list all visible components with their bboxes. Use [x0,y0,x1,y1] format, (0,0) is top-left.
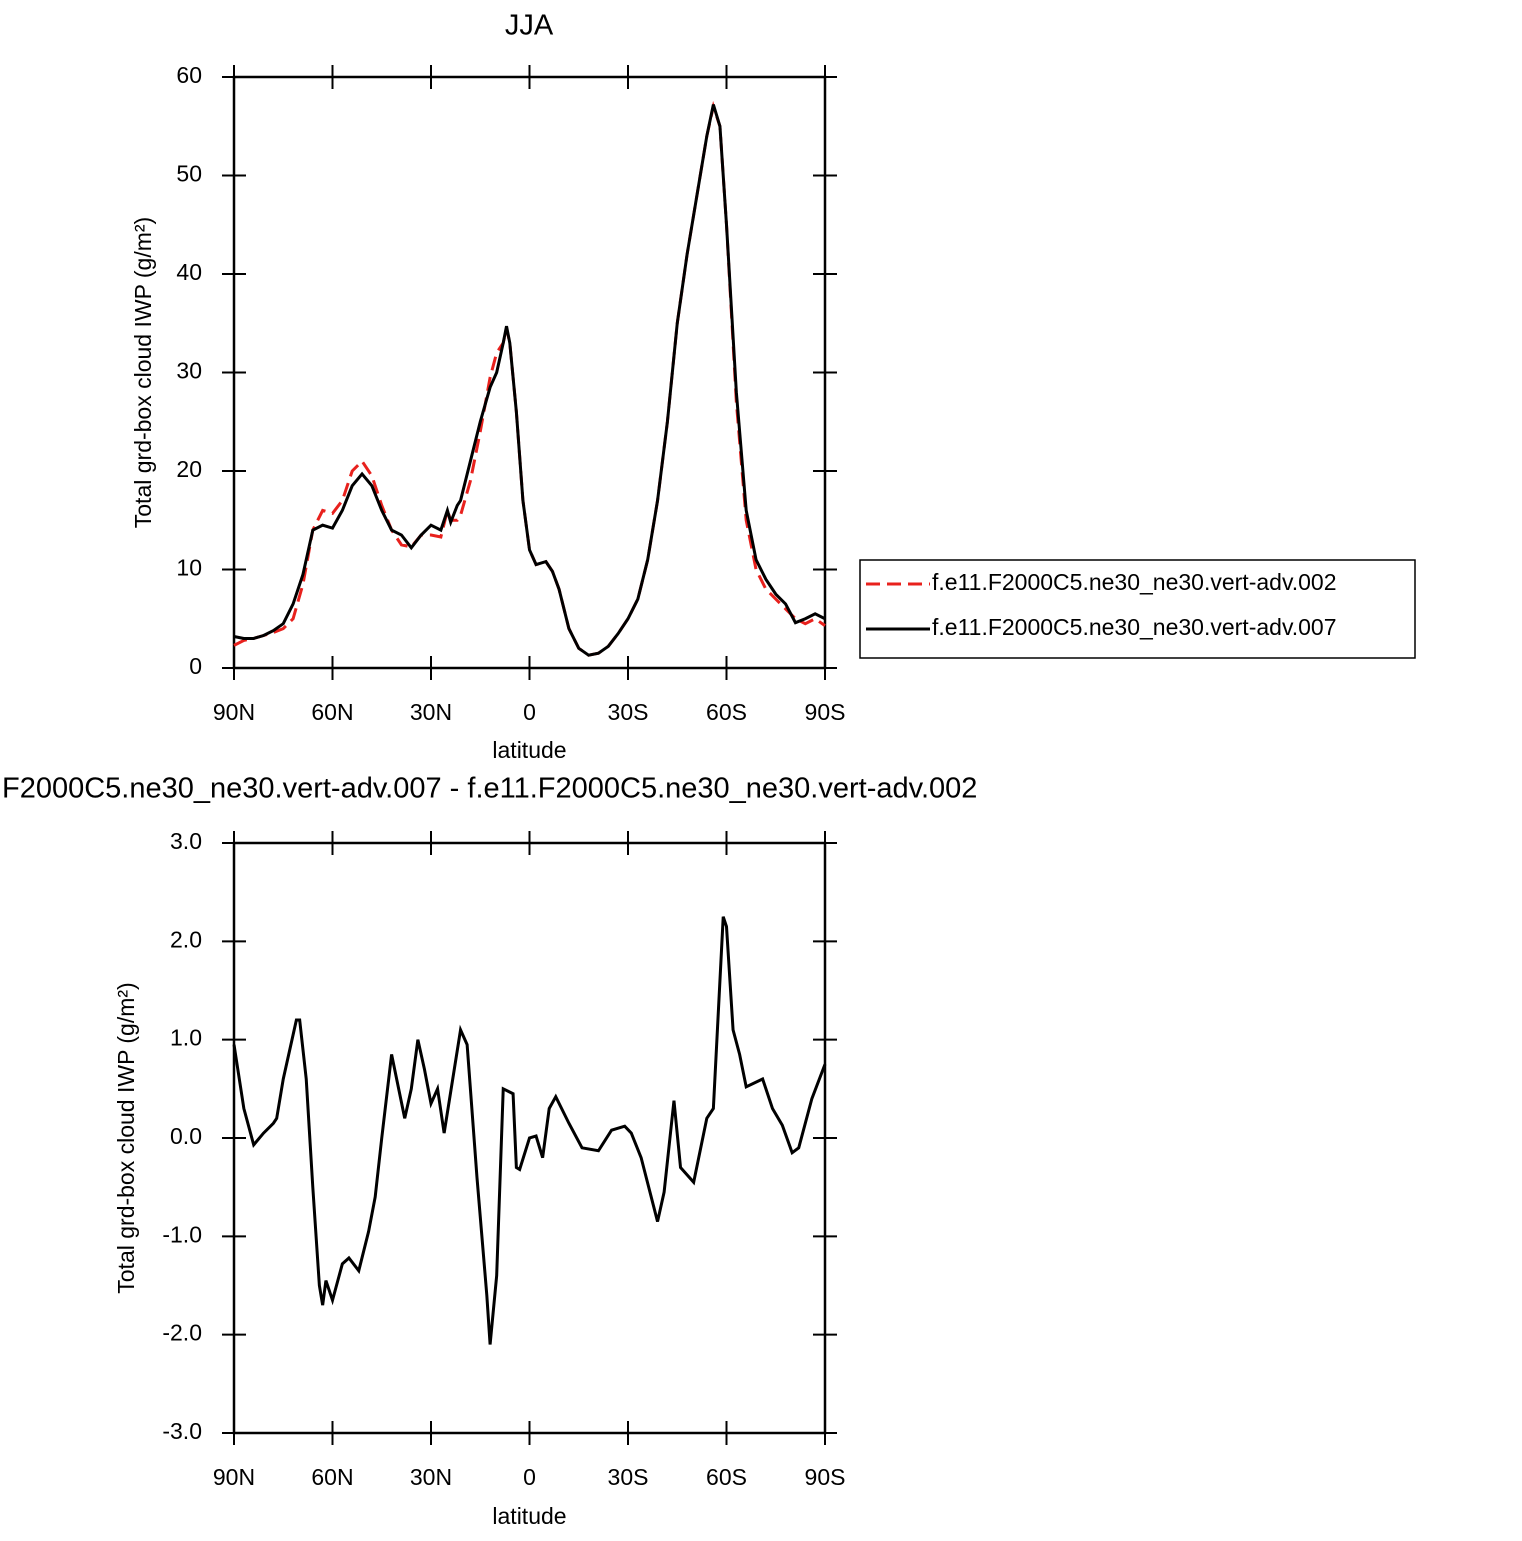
y-tick-label: 1.0 [170,1025,202,1051]
legend-label: f.e11.F2000C5.ne30_ne30.vert-adv.002 [932,569,1337,595]
y-tick-label: 40 [176,259,202,285]
y-tick-label: 50 [176,161,202,187]
x-tick-label: 30N [410,699,452,725]
x-tick-label: 30N [410,1464,452,1490]
legend-label: f.e11.F2000C5.ne30_ne30.vert-adv.007 [932,614,1337,640]
plot-frame [232,841,827,1435]
chart-title: JJA [505,10,554,42]
x-tick-label: 0 [523,1464,536,1490]
x-tick-label: 90S [805,1464,846,1490]
y-tick-label: 3.0 [170,828,202,854]
x-tick-label: 30S [608,1464,649,1490]
x-tick-label: 60N [311,699,353,725]
x-tick-label: 90N [213,699,255,725]
x-axis-title: latitude [492,1503,566,1529]
x-tick-label: 90N [213,1464,255,1490]
x-tick-label: 0 [523,699,536,725]
data-line [233,104,826,657]
x-tick-label: 60S [706,1464,747,1490]
y-tick-label: 60 [176,62,202,88]
y-tick-label: 20 [176,456,202,482]
y-axis-title: Total grd-box cloud IWP (g/m²) [130,217,156,528]
y-tick-label: 0.0 [170,1123,202,1149]
x-tick-label: 30S [608,699,649,725]
y-tick-label: 0 [189,653,202,679]
y-tick-label: -3.0 [162,1418,202,1444]
x-tick-label: 60N [311,1464,353,1490]
x-tick-label: 90S [805,699,846,725]
y-axis-title: Total grd-box cloud IWP (g/m²) [113,982,139,1293]
x-tick-label: 60S [706,699,747,725]
y-tick-label: 30 [176,358,202,384]
y-tick-label: -1.0 [162,1221,202,1247]
y-tick-label: 10 [176,555,202,581]
legend-box [859,559,1416,659]
chart-title: F2000C5.ne30_ne30.vert-adv.007 - f.e11.F… [2,773,977,805]
y-tick-label: -2.0 [162,1320,202,1346]
y-tick-label: 2.0 [170,926,202,952]
x-axis-title: latitude [492,737,566,763]
plot-frame [232,75,827,670]
data-line [232,916,827,1345]
